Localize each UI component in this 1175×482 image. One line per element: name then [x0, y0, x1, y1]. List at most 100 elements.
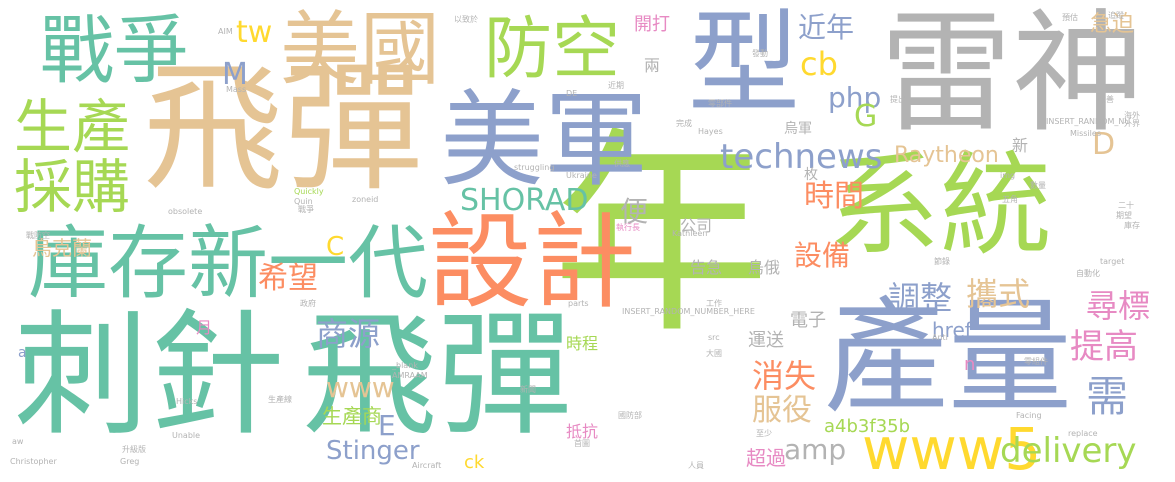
word-critical: 告急 [690, 258, 723, 277]
word-technews: technews [720, 137, 883, 177]
word-missile-2: 飛彈 [302, 297, 572, 454]
word-pentagon: 五角 [1002, 195, 1018, 204]
word-ukraine-en: Ukraine [566, 171, 597, 180]
word-php: php [828, 81, 882, 114]
word-stinger-en: Stinger [326, 436, 420, 466]
word-a4b3f35b: a4b3f35b [824, 416, 911, 437]
word-supplier: 商源 [316, 315, 381, 353]
word-stock-new-gen: 庫存新一代 [28, 217, 428, 310]
word-blank: _blank [392, 361, 418, 370]
word-zoneid: zoneid [352, 195, 379, 204]
word-mass: Mass [226, 85, 247, 94]
word-target: target [1100, 257, 1125, 266]
word-year: 年 [552, 110, 770, 363]
word-automation: 自動化 [1076, 269, 1100, 278]
word-inventory: 庫存 [1124, 221, 1140, 230]
word-us-army: 美軍 [440, 79, 649, 201]
word-a: a [18, 345, 27, 361]
word-model: 型 [688, 0, 800, 129]
word-exceed: 超過 [746, 446, 786, 470]
word-expect: 期望 [1116, 211, 1132, 220]
word-www5: www5 [862, 415, 1042, 482]
word-src: src [708, 333, 720, 342]
word-shorad: SHORAD [460, 183, 589, 218]
word-portable: 攜式 [966, 275, 1031, 313]
word-ukraine: 烏克蘭 [32, 236, 92, 260]
word-anti: Anti [932, 333, 948, 342]
word-greg: Greg [120, 457, 140, 466]
word-transport: 運送 [748, 330, 784, 351]
word-production: 生產 [14, 93, 131, 161]
word-hayes: Hayes [698, 127, 723, 136]
word-time: 時間 [804, 179, 864, 214]
word-parts: parts [568, 299, 589, 308]
word-kathleen: Kathleen [672, 229, 708, 238]
word-outbreak: 開打 [634, 14, 670, 35]
word-producer: 生產商 [322, 404, 382, 428]
word-at-least: 至少 [756, 429, 772, 438]
word-outside: 外界 [1124, 119, 1140, 128]
word-facing: Facing [1016, 411, 1042, 420]
word-short-range-ad: 戰防空 [26, 231, 50, 240]
word-n: n [964, 354, 976, 375]
word-quickly: Quickly [294, 187, 324, 196]
word-system: 系統 [828, 141, 1052, 271]
word-great-power: 大國 [706, 349, 722, 358]
word-procurement: 採購 [14, 153, 131, 221]
word-air-defense: 防空 [484, 10, 621, 89]
word-ukraine-army: 烏軍 [784, 121, 812, 137]
word-estimate: 預估 [1062, 13, 1078, 22]
word-war-small: 戰爭 [298, 205, 314, 214]
word-hope: 希望 [258, 261, 318, 296]
word-new: 新 [1012, 136, 1029, 155]
word-resist: 抵抗 [566, 422, 599, 441]
word-production-line: 生產線 [268, 395, 292, 404]
word-design: 設計 [428, 201, 637, 323]
word-electronic: 電子 [790, 310, 826, 331]
word-img: img [1000, 171, 1016, 180]
word-excerpt: 節錄 [934, 257, 950, 266]
word-hicks: Hicks [176, 397, 198, 406]
word-seeker: 尋標 [1086, 287, 1151, 325]
word-schedule: 時程 [566, 334, 599, 353]
word-components: 零部件 [708, 99, 732, 108]
word-launch: 發動 [752, 49, 768, 58]
word-work: 工作 [706, 299, 722, 308]
word-recently: 近期 [608, 81, 624, 90]
word-urgent: 急迫 [1090, 12, 1135, 37]
word-news: 新聞 [520, 385, 536, 394]
word-supply: 供應 [614, 159, 630, 168]
word-company: 公司 [680, 216, 713, 235]
word-missile-1: 飛彈 [143, 48, 424, 211]
word-cb: cb [800, 45, 838, 83]
word-amp: amp [784, 433, 847, 466]
word-war: 戰爭 [40, 8, 188, 94]
word-propose: 提出 [890, 95, 906, 104]
word-delivery: delivery [1000, 431, 1137, 471]
word-adjust: 調整 [888, 279, 953, 317]
word-need: 需 [1086, 372, 1129, 421]
word-parts-2: 零組件 [1024, 357, 1048, 366]
word-stinger: 刺針 [14, 297, 284, 454]
word-recent-years: 近年 [798, 11, 855, 44]
word-disappear: 消失 [752, 357, 817, 395]
word-d: D [1092, 127, 1116, 162]
word-replace: replace [1068, 429, 1098, 438]
word-improve: 改善 [1098, 95, 1114, 104]
word-month: 月 [196, 318, 213, 337]
word-complete: 完成 [676, 119, 692, 128]
word-obsolete: obsolete [168, 207, 203, 216]
word-then: 便 [620, 195, 649, 228]
word-government: 政府 [300, 299, 316, 308]
word-track: 追蹤 [1108, 11, 1124, 20]
word-amraam: AMRAAM [392, 371, 428, 380]
word-aw: aw [12, 437, 24, 446]
word-quantity: 數量 [1030, 181, 1046, 190]
word-defense-ministry: 國防部 [618, 411, 642, 420]
word-raytheon-zh: 雷神 [880, 0, 1144, 151]
word-insert-random-nu: INSERT_RANDOM_NU [1046, 117, 1131, 126]
word-insert-random-number: INSERT_RANDOM_NUMBER_HERE [622, 307, 755, 316]
word-g: G [854, 99, 878, 134]
word-overseas: 海外 [1124, 111, 1140, 120]
